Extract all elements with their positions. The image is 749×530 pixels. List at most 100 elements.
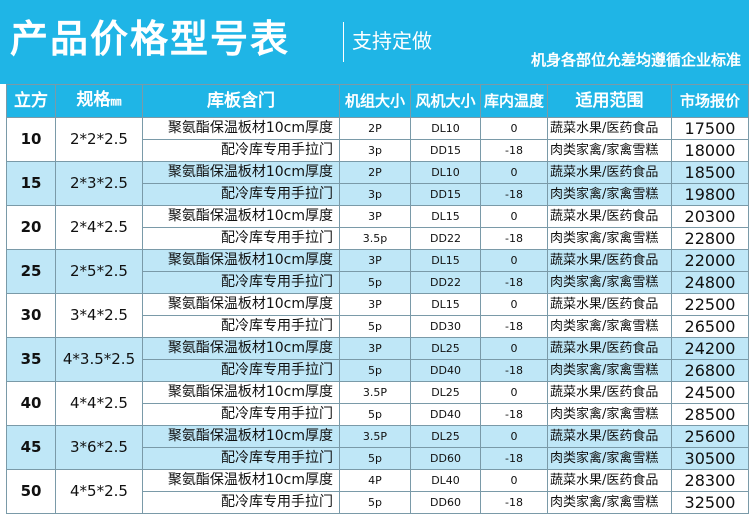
table-row: 配冷库专用手拉门 5p DD30 -18 肉类家禽/家禽雪糕 26500 <box>7 315 749 338</box>
header-spec-label: 规格 <box>76 90 111 110</box>
temperature-cell: 0 <box>480 117 548 140</box>
header-price: 市场报价 <box>671 84 749 118</box>
application-cell: 肉类家禽/家禽雪糕 <box>547 403 672 426</box>
panel-door-cell: 聚氨酯保温板材10cm厚度 <box>142 293 340 316</box>
fan-size-cell: DD40 <box>410 359 481 382</box>
temperature-cell: 0 <box>480 469 548 492</box>
temperature-cell: 0 <box>480 205 548 228</box>
price-cell: 32500 <box>671 491 749 514</box>
spec-cell: 3*4*2.5 <box>55 293 143 338</box>
price-cell: 28300 <box>671 469 749 492</box>
header-unit-size: 机组大小 <box>339 84 411 118</box>
application-cell: 蔬菜水果/医药食品 <box>547 293 672 316</box>
unit-size-cell: 3P <box>339 249 411 272</box>
table-row: 40 4*4*2.5 聚氨酯保温板材10cm厚度 3.5P DL25 0 蔬菜水果/医药食品… <box>6 381 749 426</box>
fan-size-cell: DL25 <box>410 425 481 448</box>
header-application: 适用范围 <box>547 84 672 118</box>
table-row: 50 4*5*2.5 聚氨酯保温板材10cm厚度 4P DL40 0 蔬菜水果/医药食品 28… <box>6 469 749 514</box>
price-cell: 24800 <box>671 271 749 294</box>
price-cell: 18000 <box>671 139 749 162</box>
page-title: 产品价格型号表 <box>10 17 291 61</box>
unit-size-cell: 4P <box>339 469 411 492</box>
fan-size-cell: DL15 <box>410 293 481 316</box>
table-row: 30 3*4*2.5 聚氨酯保温板材10cm厚度 3P DL15 0 蔬菜水果/医药食品 22… <box>6 293 749 338</box>
panel-door-cell: 配冷库专用手拉门 <box>142 359 340 382</box>
price-cell: 30500 <box>671 447 749 470</box>
header-spec: 规格㎜ <box>55 84 143 118</box>
price-cell: 22000 <box>671 249 749 272</box>
panel-door-cell: 聚氨酯保温板材10cm厚度 <box>142 425 340 448</box>
table-row: 15 2*3*2.5 聚氨酯保温板材10cm厚度 2P DL10 0 蔬菜水果/医药食品 18… <box>6 161 749 206</box>
unit-size-cell: 3.5p <box>339 227 411 250</box>
panel-door-cell: 配冷库专用手拉门 <box>142 227 340 250</box>
fan-size-cell: DD40 <box>410 403 481 426</box>
table-row: 配冷库专用手拉门 3.5p DD22 -18 肉类家禽/家禽雪糕 22800 <box>7 227 749 250</box>
temperature-cell: -18 <box>480 183 548 206</box>
application-cell: 肉类家禽/家禽雪糕 <box>547 139 672 162</box>
table-row: 配冷库专用手拉门 3p DD15 -18 肉类家禽/家禽雪糕 19800 <box>7 183 749 206</box>
panel-door-cell: 配冷库专用手拉门 <box>142 315 340 338</box>
application-cell: 蔬菜水果/医药食品 <box>547 161 672 184</box>
price-cell: 25600 <box>671 425 749 448</box>
application-cell: 蔬菜水果/医药食品 <box>547 205 672 228</box>
panel-door-cell: 配冷库专用手拉门 <box>142 447 340 470</box>
unit-size-cell: 5p <box>339 315 411 338</box>
header-volume: 立方 <box>6 84 56 118</box>
panel-door-cell: 聚氨酯保温板材10cm厚度 <box>142 469 340 492</box>
volume-cell: 20 <box>6 205 56 250</box>
fan-size-cell: DL25 <box>410 381 481 404</box>
temperature-cell: -18 <box>480 315 548 338</box>
price-cell: 17500 <box>671 117 749 140</box>
fan-size-cell: DD15 <box>410 139 481 162</box>
table-row: 配冷库专用手拉门 5p DD40 -18 肉类家禽/家禽雪糕 26800 <box>7 359 749 382</box>
temperature-cell: -18 <box>480 271 548 294</box>
unit-size-cell: 3p <box>339 139 411 162</box>
volume-cell: 50 <box>6 469 56 514</box>
title-divider <box>343 22 344 62</box>
table-row: 配冷库专用手拉门 5p DD60 -18 肉类家禽/家禽雪糕 32500 <box>7 491 749 514</box>
header-spec-unit: ㎜ <box>110 95 122 108</box>
spec-cell: 4*5*2.5 <box>55 469 143 514</box>
price-cell: 20300 <box>671 205 749 228</box>
header-fan-size: 风机大小 <box>410 84 481 118</box>
price-cell: 28500 <box>671 403 749 426</box>
table-row: 配冷库专用手拉门 3p DD15 -18 肉类家禽/家禽雪糕 18000 <box>7 139 749 162</box>
spec-cell: 2*2*2.5 <box>55 117 143 162</box>
volume-cell: 10 <box>6 117 56 162</box>
fan-size-cell: DD22 <box>410 271 481 294</box>
table-row: 配冷库专用手拉门 5p DD22 -18 肉类家禽/家禽雪糕 24800 <box>7 271 749 294</box>
price-cell: 26500 <box>671 315 749 338</box>
fan-size-cell: DD22 <box>410 227 481 250</box>
table-row: 45 3*6*2.5 聚氨酯保温板材10cm厚度 3.5P DL25 0 蔬菜水果/医药食品… <box>6 425 749 470</box>
unit-size-cell: 5p <box>339 271 411 294</box>
panel-door-cell: 配冷库专用手拉门 <box>142 403 340 426</box>
application-cell: 肉类家禽/家禽雪糕 <box>547 227 672 250</box>
application-cell: 肉类家禽/家禽雪糕 <box>547 183 672 206</box>
unit-size-cell: 3P <box>339 205 411 228</box>
fan-size-cell: DD15 <box>410 183 481 206</box>
unit-size-cell: 5p <box>339 447 411 470</box>
spec-cell: 4*4*2.5 <box>55 381 143 426</box>
fan-size-cell: DD30 <box>410 315 481 338</box>
panel-door-cell: 配冷库专用手拉门 <box>142 183 340 206</box>
temperature-cell: 0 <box>480 381 548 404</box>
spec-cell: 2*5*2.5 <box>55 249 143 294</box>
volume-cell: 35 <box>6 337 56 382</box>
unit-size-cell: 3P <box>339 293 411 316</box>
unit-size-cell: 3.5P <box>339 381 411 404</box>
unit-size-cell: 3p <box>339 183 411 206</box>
spec-cell: 4*3.5*2.5 <box>55 337 143 382</box>
application-cell: 肉类家禽/家禽雪糕 <box>547 359 672 382</box>
temperature-cell: -18 <box>480 227 548 250</box>
price-table: 立方 规格㎜ 库板含门 机组大小 风机大小 库内温度 适用范围 市场报价 10 2… <box>6 84 749 514</box>
panel-door-cell: 聚氨酯保温板材10cm厚度 <box>142 337 340 360</box>
fan-size-cell: DL10 <box>410 117 481 140</box>
fan-size-cell: DL25 <box>410 337 481 360</box>
application-cell: 蔬菜水果/医药食品 <box>547 337 672 360</box>
table-header-row: 立方 规格㎜ 库板含门 机组大小 风机大小 库内温度 适用范围 市场报价 <box>6 84 749 118</box>
panel-door-cell: 配冷库专用手拉门 <box>142 139 340 162</box>
fan-size-cell: DL15 <box>410 249 481 272</box>
spec-cell: 2*4*2.5 <box>55 205 143 250</box>
application-cell: 肉类家禽/家禽雪糕 <box>547 491 672 514</box>
application-cell: 蔬菜水果/医药食品 <box>547 381 672 404</box>
